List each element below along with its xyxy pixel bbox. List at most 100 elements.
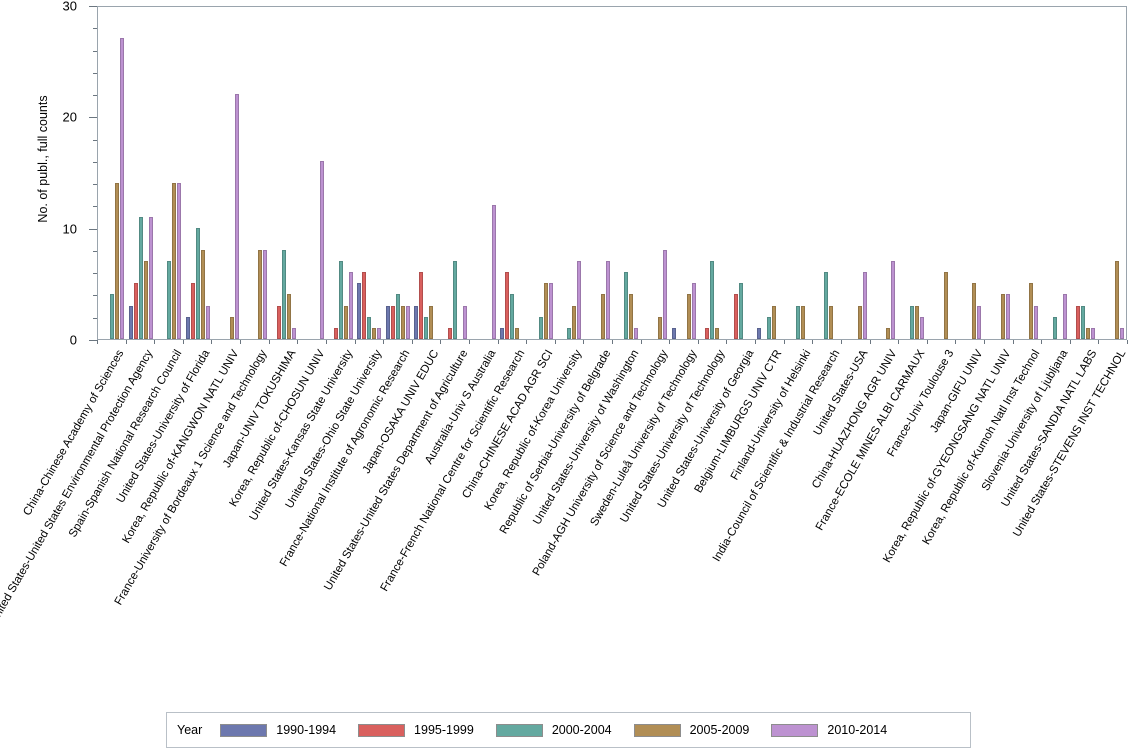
bar[interactable] xyxy=(110,294,115,339)
legend-item[interactable]: 1990-1994 xyxy=(220,723,336,737)
bar[interactable] xyxy=(857,305,862,339)
bar[interactable] xyxy=(377,327,382,339)
bar[interactable] xyxy=(910,305,915,339)
bar[interactable] xyxy=(320,160,325,339)
bar[interactable] xyxy=(915,305,920,339)
bar[interactable] xyxy=(138,216,143,339)
bar[interactable] xyxy=(419,272,424,339)
bar[interactable] xyxy=(185,316,190,339)
bar[interactable] xyxy=(634,327,639,339)
bar[interactable] xyxy=(429,305,434,339)
bar[interactable] xyxy=(405,305,410,339)
bar[interactable] xyxy=(333,327,338,339)
bar[interactable] xyxy=(515,327,520,339)
bar[interactable] xyxy=(1034,305,1039,339)
bar[interactable] xyxy=(662,249,667,339)
bar[interactable] xyxy=(538,316,543,339)
bar[interactable] xyxy=(1005,294,1010,339)
bar[interactable] xyxy=(577,261,582,339)
bar[interactable] xyxy=(133,283,138,339)
bar[interactable] xyxy=(886,327,891,339)
bar[interactable] xyxy=(190,283,195,339)
bar[interactable] xyxy=(205,305,210,339)
bar[interactable] xyxy=(463,305,468,339)
bar[interactable] xyxy=(128,305,133,339)
bar[interactable] xyxy=(390,305,395,339)
bar[interactable] xyxy=(1119,327,1124,339)
bar[interactable] xyxy=(891,261,896,339)
bar[interactable] xyxy=(738,283,743,339)
bar[interactable] xyxy=(1062,294,1067,339)
bar[interactable] xyxy=(286,294,291,339)
bar[interactable] xyxy=(510,294,515,339)
legend-item[interactable]: 1995-1999 xyxy=(358,723,474,737)
bar[interactable] xyxy=(657,316,662,339)
bar[interactable] xyxy=(629,294,634,339)
bar[interactable] xyxy=(972,283,977,339)
bar[interactable] xyxy=(143,261,148,339)
bar[interactable] xyxy=(338,261,343,339)
bar[interactable] xyxy=(543,283,548,339)
bar[interactable] xyxy=(400,305,405,339)
bar[interactable] xyxy=(705,327,710,339)
bar[interactable] xyxy=(1091,327,1096,339)
bar[interactable] xyxy=(372,327,377,339)
bar[interactable] xyxy=(177,183,182,339)
bar[interactable] xyxy=(234,94,239,339)
bar[interactable] xyxy=(448,327,453,339)
bar[interactable] xyxy=(500,327,505,339)
bar[interactable] xyxy=(453,261,458,339)
bar[interactable] xyxy=(767,316,772,339)
bar[interactable] xyxy=(1000,294,1005,339)
bar[interactable] xyxy=(600,294,605,339)
bar[interactable] xyxy=(348,272,353,339)
bar[interactable] xyxy=(733,294,738,339)
bar[interactable] xyxy=(414,305,419,339)
bar[interactable] xyxy=(800,305,805,339)
bar[interactable] xyxy=(548,283,553,339)
bar[interactable] xyxy=(567,327,572,339)
legend-item[interactable]: 2005-2009 xyxy=(633,723,749,737)
bar[interactable] xyxy=(920,316,925,339)
bar[interactable] xyxy=(367,316,372,339)
bar[interactable] xyxy=(795,305,800,339)
bar[interactable] xyxy=(1086,327,1091,339)
bar[interactable] xyxy=(605,261,610,339)
bar[interactable] xyxy=(862,272,867,339)
legend-item[interactable]: 2000-2004 xyxy=(495,723,612,737)
bar[interactable] xyxy=(715,327,720,339)
bar[interactable] xyxy=(385,305,390,339)
bar[interactable] xyxy=(120,38,125,339)
bar[interactable] xyxy=(195,227,200,339)
bar[interactable] xyxy=(357,283,362,339)
bar[interactable] xyxy=(424,316,429,339)
bar[interactable] xyxy=(943,272,948,339)
bar[interactable] xyxy=(772,305,777,339)
bar[interactable] xyxy=(263,249,268,339)
bar[interactable] xyxy=(1114,261,1119,339)
bar[interactable] xyxy=(1076,305,1081,339)
bar[interactable] xyxy=(710,261,715,339)
bar[interactable] xyxy=(977,305,982,339)
bar[interactable] xyxy=(115,183,120,339)
bar[interactable] xyxy=(829,305,834,339)
bar[interactable] xyxy=(229,316,234,339)
bar[interactable] xyxy=(624,272,629,339)
bar[interactable] xyxy=(691,283,696,339)
bar[interactable] xyxy=(671,327,676,339)
bar[interactable] xyxy=(167,261,172,339)
bar[interactable] xyxy=(281,249,286,339)
bar[interactable] xyxy=(824,272,829,339)
bar[interactable] xyxy=(148,216,153,339)
bar[interactable] xyxy=(1052,316,1057,339)
bar[interactable] xyxy=(291,327,296,339)
bar[interactable] xyxy=(491,205,496,339)
bar[interactable] xyxy=(1029,283,1034,339)
bar[interactable] xyxy=(395,294,400,339)
bar[interactable] xyxy=(686,294,691,339)
bar[interactable] xyxy=(505,272,510,339)
bar[interactable] xyxy=(343,305,348,339)
bar[interactable] xyxy=(172,183,177,339)
bar[interactable] xyxy=(1081,305,1086,339)
bar[interactable] xyxy=(572,305,577,339)
